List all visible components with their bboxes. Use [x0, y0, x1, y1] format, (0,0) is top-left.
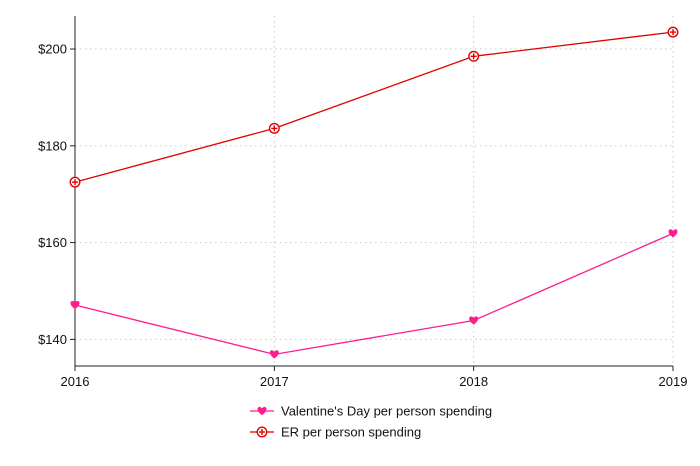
x-tick-label: 2019 — [659, 374, 688, 389]
grid-layer — [74, 16, 675, 366]
data-point — [667, 26, 679, 38]
y-tick-label: $140 — [38, 332, 67, 347]
data-point — [668, 229, 678, 238]
y-tick-label: $180 — [38, 138, 67, 153]
legend: Valentine's Day per person spending ER pe… — [250, 404, 492, 440]
data-point — [469, 316, 479, 325]
x-tick-label: 2017 — [260, 374, 289, 389]
series-1 — [69, 26, 679, 188]
series-line — [74, 232, 674, 356]
data-point — [268, 122, 280, 134]
legend-label: Valentine's Day per person spending — [281, 404, 492, 419]
x-tick-label: 2018 — [459, 374, 488, 389]
y-tick-label: $160 — [38, 235, 67, 250]
data-point — [69, 176, 81, 188]
legend-label: ER per person spending — [281, 425, 421, 440]
x-tick-label: 2016 — [61, 374, 90, 389]
legend-item: Valentine's Day per person spending — [250, 404, 492, 419]
series-0 — [70, 229, 678, 359]
series-layer — [69, 26, 679, 359]
legend-item: ER per person spending — [250, 425, 421, 440]
series-line — [74, 31, 674, 183]
data-point — [269, 350, 279, 359]
legend-marker — [256, 426, 268, 438]
legend-marker — [257, 406, 267, 416]
y-tick-label: $200 — [38, 42, 67, 57]
data-point — [70, 300, 80, 310]
data-point — [468, 50, 480, 62]
axes: $140 $160 $180 $200 2016 2017 2018 2019 — [38, 16, 687, 389]
